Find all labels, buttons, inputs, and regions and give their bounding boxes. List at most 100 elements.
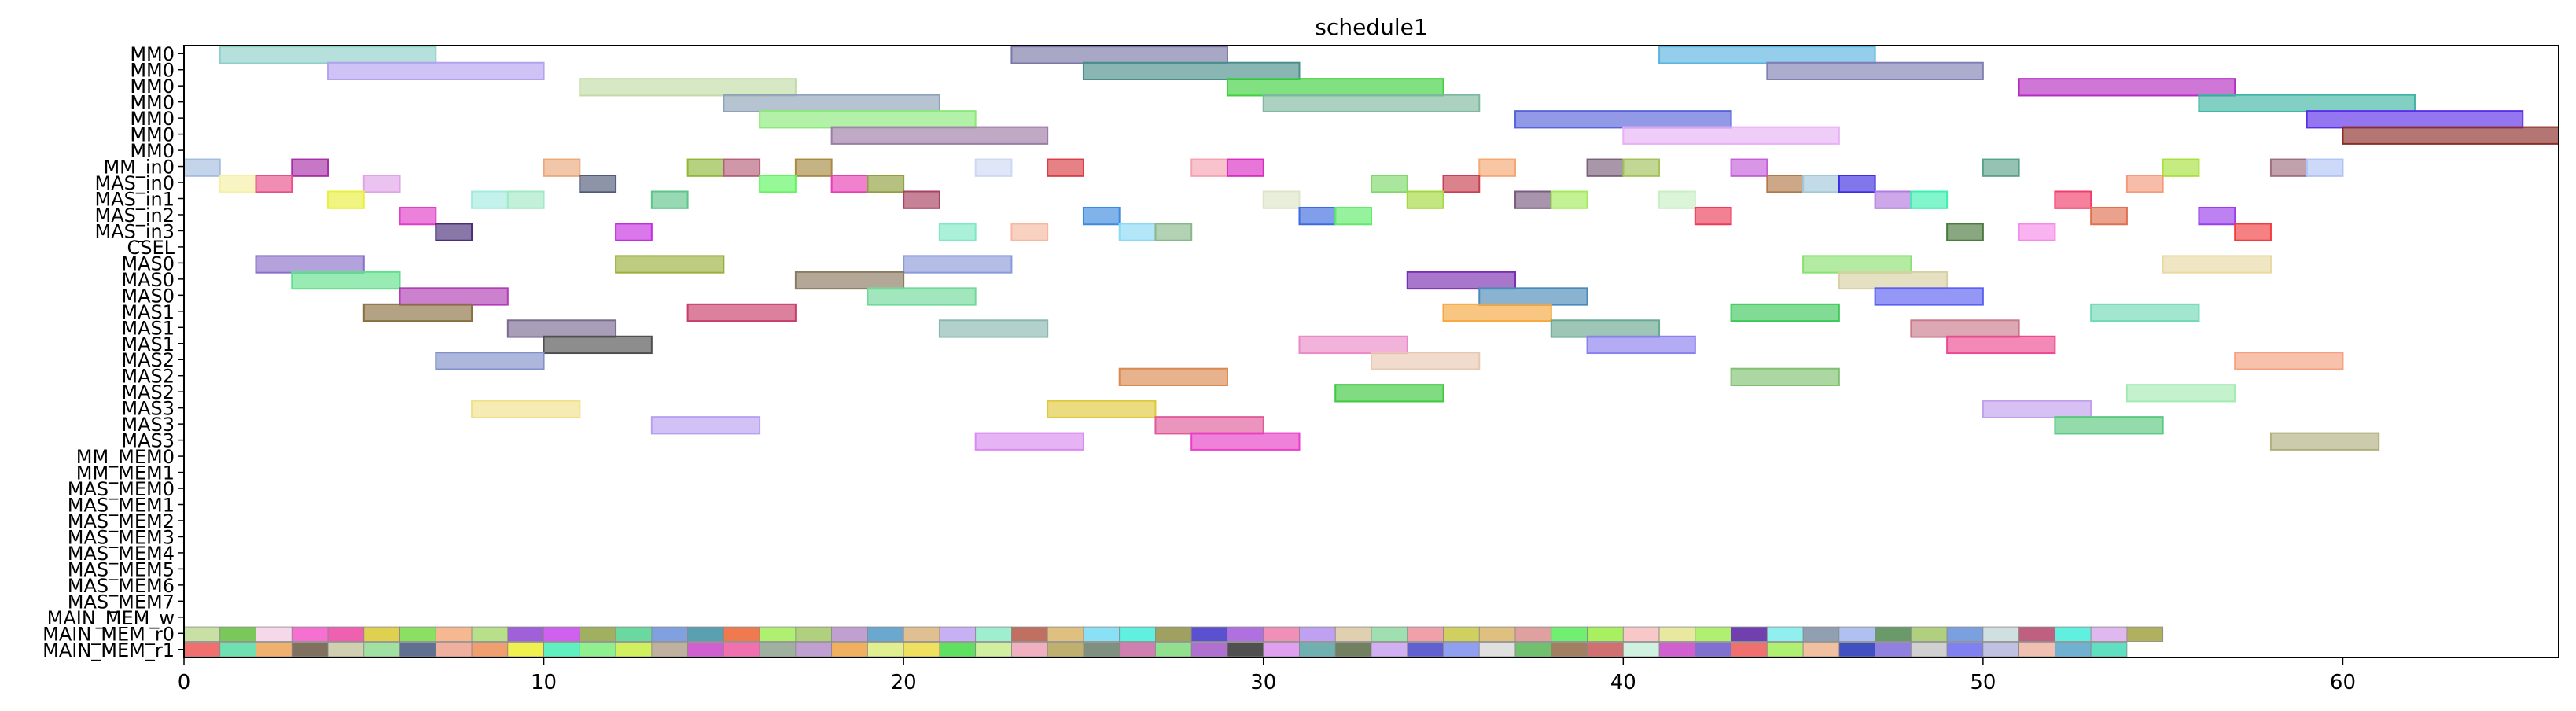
mem-read1-block: [1083, 642, 1121, 658]
mem-read0-block: [327, 626, 365, 642]
task-bar: [1262, 94, 1481, 112]
task-bar: [1226, 158, 1264, 177]
mem-read1-block: [1838, 642, 1876, 658]
mem-read1-block: [507, 642, 544, 658]
mem-read0-block: [903, 626, 940, 642]
mem-read1-block: [1766, 642, 1804, 658]
task-bar: [183, 158, 221, 177]
task-bar: [219, 46, 437, 64]
mem-read0-block: [1478, 626, 1516, 642]
mem-read1-block: [1299, 642, 1336, 658]
mem-read1-block: [867, 642, 904, 658]
task-bar: [1334, 384, 1444, 403]
task-bar: [1982, 158, 2020, 177]
mem-read0-block: [1443, 626, 1480, 642]
task-bar: [327, 61, 545, 80]
x-tick-label: 0: [178, 671, 191, 694]
mem-read0-block: [256, 626, 293, 642]
mem-read0-block: [1155, 626, 1192, 642]
y-tick-label: MM0: [130, 76, 175, 98]
mem-read0-block: [1514, 626, 1552, 642]
task-bar: [1730, 158, 1768, 177]
mem-read0-block: [1371, 626, 1408, 642]
mem-read0-block: [1047, 626, 1084, 642]
y-tick-label: MAS1: [121, 301, 175, 323]
mem-read1-block: [1587, 642, 1624, 658]
task-bar: [1226, 78, 1444, 97]
task-bar: [2269, 158, 2308, 177]
mem-read1-block: [579, 642, 616, 658]
mem-read1-block: [183, 642, 221, 658]
task-bar: [867, 175, 905, 193]
mem-read1-block: [1011, 642, 1048, 658]
mem-read1-block: [219, 642, 256, 658]
mem-read0-block: [1334, 626, 1372, 642]
mem-read1-block: [1622, 642, 1660, 658]
y-tick-label: MAS2: [121, 366, 175, 388]
task-bar: [1478, 287, 1588, 306]
task-bar: [759, 110, 977, 129]
mem-read1-block: [1263, 642, 1300, 658]
task-bar: [327, 190, 365, 209]
mem-read0-block: [759, 626, 797, 642]
mem-read0-block: [1658, 626, 1696, 642]
y-tick-label: CSEL: [127, 237, 175, 259]
mem-read1-block: [1334, 642, 1372, 658]
mem-read1-block: [759, 642, 797, 658]
mem-read1-block: [975, 642, 1012, 658]
mem-read0-block: [1875, 626, 1912, 642]
task-bar: [1478, 158, 1517, 177]
task-bar: [1514, 110, 1732, 129]
task-bar: [938, 319, 1049, 338]
mem-read0-block: [1587, 626, 1624, 642]
y-tick-label: MM0: [130, 140, 175, 162]
task-bar: [1694, 206, 1732, 226]
mem-read1-block: [651, 642, 689, 658]
y-tick-labels: MM0MM0MM0MM0MM0MM0MM0MM_in0MAS_in0MAS_in…: [42, 43, 184, 661]
mem-read1-block: [2054, 642, 2092, 658]
task-bar: [2198, 94, 2416, 112]
mem-read1-block: [435, 642, 473, 658]
mem-read1-block: [543, 642, 580, 658]
task-bar: [723, 158, 761, 177]
x-ticks: 0 10 20 30 40 50 60: [178, 658, 2356, 694]
task-bar: [1442, 303, 1552, 322]
task-bar: [1946, 223, 1984, 241]
y-tick-label: MAS_MEM2: [68, 510, 175, 532]
task-bar: [362, 303, 473, 322]
mem-read1-block: [256, 642, 293, 658]
mem-read0-block: [615, 626, 653, 642]
mem-read0-block: [1731, 626, 1768, 642]
task-bar: [1730, 367, 1840, 386]
task-bar: [1874, 190, 1912, 209]
task-bar: [1982, 400, 2092, 418]
task-bar: [1802, 175, 1840, 193]
task-bar: [1910, 190, 1949, 209]
y-tick-label: MAS2: [121, 349, 175, 371]
mem-read1-block: [1982, 642, 2020, 658]
task-bar: [506, 190, 545, 209]
task-bar: [1802, 255, 1912, 274]
mem-read0-block: [1766, 626, 1804, 642]
mem-read0-block: [1011, 626, 1048, 642]
mem-read1-block: [1407, 642, 1444, 658]
task-bar: [399, 206, 437, 226]
mem-read0-block: [579, 626, 616, 642]
task-bar: [1047, 158, 1084, 177]
y-tick-label: MAS_MEM0: [68, 478, 175, 500]
task-bar: [2234, 352, 2344, 370]
y-tick-label: MAS0: [121, 252, 175, 274]
task-bar: [1442, 175, 1481, 193]
mem-read1-block: [1155, 642, 1192, 658]
y-tick-label: MAS_in1: [94, 189, 175, 211]
task-bar: [2054, 416, 2164, 435]
mem-read1-block: [363, 642, 400, 658]
task-bar: [2162, 158, 2200, 177]
task-bar: [615, 223, 653, 241]
mem-read0-block: [219, 626, 256, 642]
mem-read1-block: [615, 642, 653, 658]
mem-read0-block: [1695, 626, 1731, 642]
task-bar: [1766, 175, 1805, 193]
y-tick-label: MAIN_MEM_r0: [42, 623, 175, 645]
task-bar: [1334, 206, 1373, 226]
